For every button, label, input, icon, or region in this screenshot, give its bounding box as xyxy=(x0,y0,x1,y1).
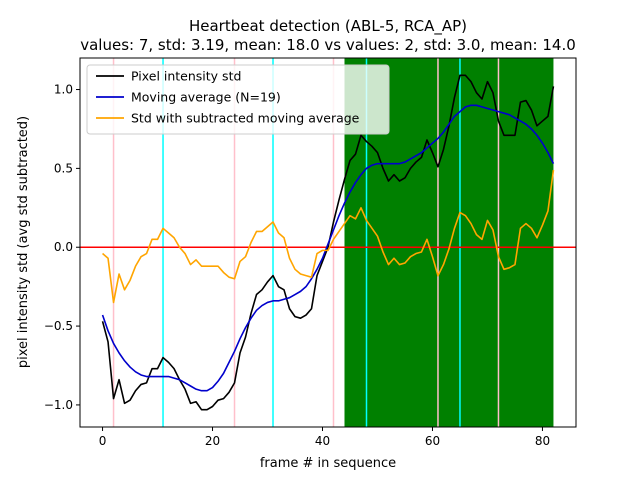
legend: Pixel intensity std Moving average (N=19… xyxy=(86,64,390,135)
legend-label-pixel-intensity: Pixel intensity std xyxy=(131,69,241,84)
legend-box xyxy=(86,64,390,135)
y-tick-label: −1.0 xyxy=(44,398,73,412)
legend-label-moving-average: Moving average (N=19) xyxy=(131,90,281,105)
x-tick-label: 80 xyxy=(535,434,550,448)
y-tick-label: 1.0 xyxy=(54,83,73,97)
y-tick-label: 0.5 xyxy=(54,161,73,175)
legend-label-subtracted: Std with subtracted moving average xyxy=(131,111,360,126)
x-tick-label: 0 xyxy=(99,434,107,448)
x-axis-label: frame # in sequence xyxy=(260,456,396,471)
y-tick-label: −0.5 xyxy=(44,319,73,333)
x-tick-label: 20 xyxy=(205,434,220,448)
plot-frame xyxy=(79,57,577,428)
chart-title: Heartbeat detection (ABL-5, RCA_AP) xyxy=(189,17,467,36)
chart-subtitle: values: 7, std: 3.19, mean: 18.0 vs valu… xyxy=(80,36,576,54)
x-axis-ticks: 0 20 40 60 80 xyxy=(99,427,550,448)
series-line-2 xyxy=(102,169,555,304)
x-tick-label: 60 xyxy=(425,434,440,448)
series-line-0 xyxy=(101,74,555,411)
y-axis-ticks: −1.0 −0.5 0.0 0.5 1.0 xyxy=(44,83,80,412)
series-line-1 xyxy=(101,104,555,392)
x-tick-label: 40 xyxy=(315,434,330,448)
y-tick-label: 0.0 xyxy=(54,240,73,254)
series-layer xyxy=(101,74,555,411)
y-axis-label: pixel intensity std (avg std subtracted) xyxy=(16,116,31,368)
